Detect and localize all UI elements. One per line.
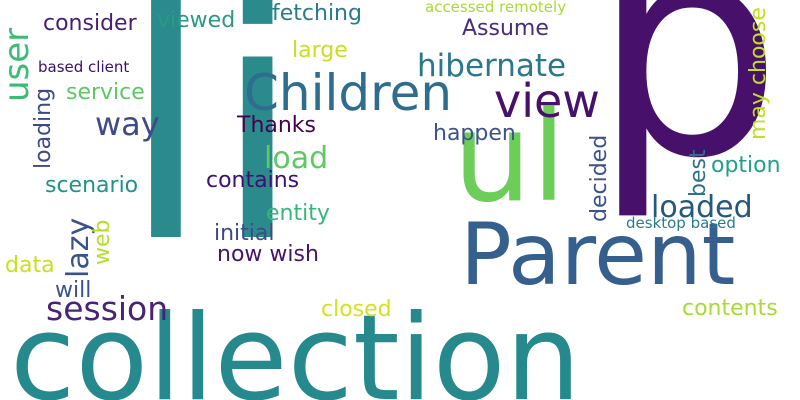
- word-loaded: loaded: [651, 190, 753, 225]
- word-hibernate: hibernate: [417, 48, 567, 84]
- word-happen: happen: [433, 121, 516, 146]
- word-based-client: based client: [38, 58, 130, 76]
- word-viewed: viewed: [157, 8, 236, 33]
- word-ul: ul: [453, 86, 567, 230]
- word-assume: Assume: [462, 16, 549, 41]
- word-service: service: [66, 80, 145, 105]
- word-fetching: fetching: [272, 1, 362, 26]
- word-large: large: [292, 38, 348, 63]
- word-accessed-remotely: accessed remotely: [425, 0, 567, 16]
- word-thanks: Thanks: [237, 113, 317, 138]
- word-data: data: [5, 253, 55, 278]
- word-p: p: [592, 0, 783, 224]
- word-li: li: [120, 0, 304, 315]
- word-loading: loading: [31, 87, 56, 169]
- word-initial: initial: [214, 221, 275, 246]
- word-best: best: [686, 149, 711, 197]
- word-load: load: [264, 141, 329, 176]
- word-may-choose: may choose: [746, 7, 771, 140]
- word-user: user: [0, 27, 37, 102]
- word-contents: contents: [682, 296, 778, 321]
- word-consider: consider: [43, 11, 137, 36]
- word-decided: decided: [587, 134, 612, 222]
- word-entity: entity: [266, 201, 330, 226]
- word-now-wish: now wish: [217, 242, 319, 267]
- word-option: option: [711, 153, 781, 178]
- word-view: view: [494, 74, 600, 128]
- word-will: will: [55, 278, 92, 303]
- word-parent: Parent: [460, 205, 736, 305]
- word-children: Children: [244, 64, 453, 122]
- word-desktop-based: desktop based: [626, 214, 736, 232]
- word-session: session: [46, 289, 169, 328]
- word-scenario: scenario: [45, 173, 139, 198]
- word-way: way: [95, 105, 160, 143]
- word-web: web: [90, 219, 115, 266]
- word-collection: collection: [10, 290, 581, 400]
- word-contains: contains: [206, 168, 300, 193]
- word-closed: closed: [321, 297, 392, 322]
